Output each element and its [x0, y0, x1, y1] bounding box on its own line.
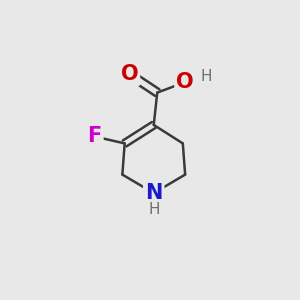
Text: O: O	[121, 64, 138, 84]
Text: H: H	[200, 69, 212, 84]
Text: F: F	[87, 127, 102, 146]
Text: N: N	[145, 183, 162, 203]
Text: H: H	[148, 202, 160, 217]
Text: O: O	[176, 72, 194, 92]
